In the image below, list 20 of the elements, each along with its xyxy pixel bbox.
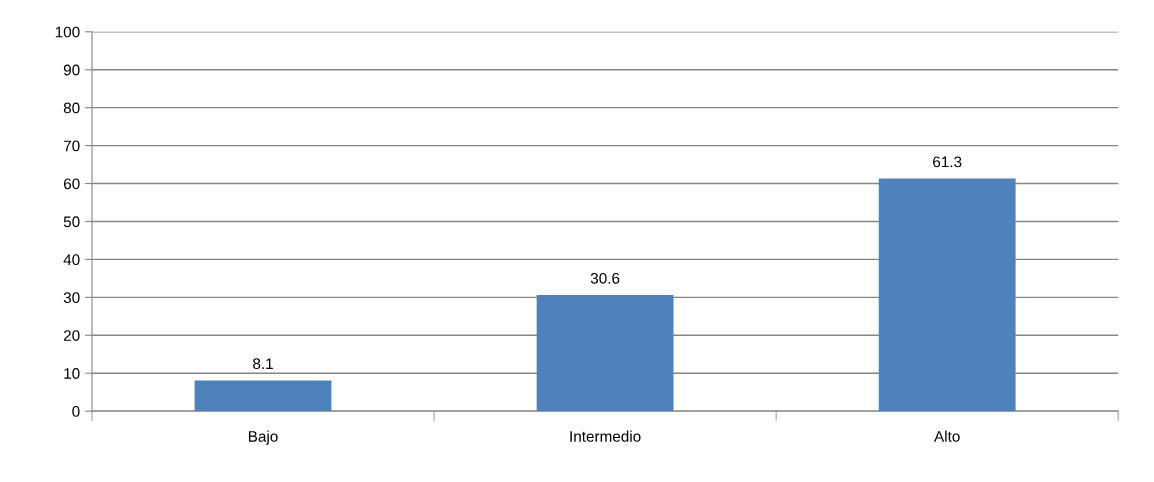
- y-tick-label: 10: [64, 368, 80, 379]
- y-tick-label: 50: [63, 216, 80, 228]
- data-label: 30.6: [590, 272, 620, 284]
- y-tick-label: 0: [72, 406, 80, 417]
- y-tick-label: 80: [63, 102, 80, 114]
- bar: [536, 295, 674, 412]
- x-tick-label: Bajo: [248, 430, 278, 445]
- data-label: 8.1: [253, 358, 273, 370]
- y-tick-label: 60: [63, 178, 80, 190]
- bar: [194, 380, 332, 412]
- y-tick-label: 30: [63, 292, 80, 304]
- y-tick-label: 70: [63, 140, 80, 152]
- y-tick-label: 20: [63, 330, 80, 341]
- y-tick-label: 100: [55, 26, 80, 38]
- y-tick-label: 40: [63, 254, 80, 266]
- y-tick-label: 90: [63, 64, 80, 76]
- data-label: 61.3: [933, 156, 962, 168]
- bar: [878, 178, 1016, 412]
- x-tick-label: Alto: [934, 430, 960, 442]
- x-tick-label: Intermedio: [570, 430, 641, 442]
